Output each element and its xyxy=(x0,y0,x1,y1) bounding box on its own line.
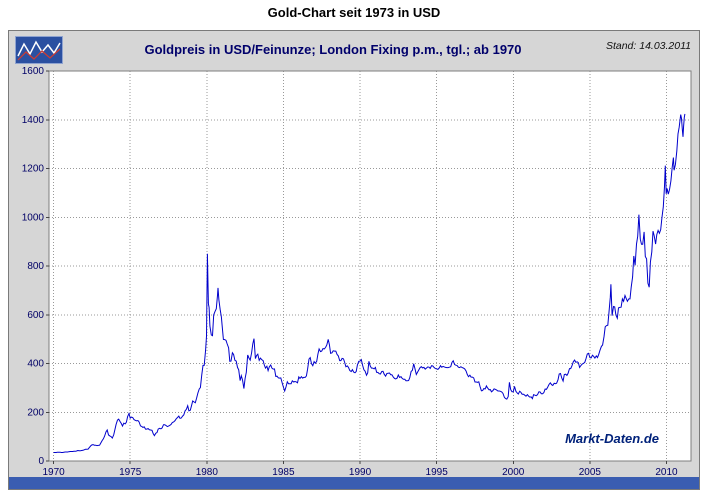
x-tick-label: 2000 xyxy=(502,467,525,478)
y-tick-label: 600 xyxy=(27,310,44,321)
x-tick-label: 1975 xyxy=(119,467,142,478)
y-tick-label: 1000 xyxy=(22,212,45,223)
y-tick-label: 800 xyxy=(27,261,44,272)
x-tick-label: 1970 xyxy=(42,467,65,478)
markt-daten-logo-icon xyxy=(15,36,63,64)
price-line xyxy=(53,113,686,453)
watermark: Markt-Daten.de xyxy=(565,431,659,446)
gold-price-chart: 0 200 400 600 800 1000 1200 1400 1600 1970 1975 198… xyxy=(22,66,692,478)
stand-date: Stand: 14.03.2011 xyxy=(605,40,691,52)
x-tick-label: 1990 xyxy=(349,467,372,478)
x-tick-label: 1985 xyxy=(272,467,295,478)
x-tick-label: 2010 xyxy=(655,467,678,478)
y-tick-label: 1600 xyxy=(22,66,45,77)
y-tick-label: 1200 xyxy=(22,164,45,175)
y-tick-label: 0 xyxy=(38,456,44,467)
x-tick-label: 2005 xyxy=(579,467,602,478)
x-tick-label: 1980 xyxy=(196,467,219,478)
bottom-bar xyxy=(9,477,699,489)
y-tick-label: 1400 xyxy=(22,115,45,126)
y-tick-label: 200 xyxy=(27,407,44,418)
y-tick-label: 400 xyxy=(27,359,44,370)
x-tick-label: 1995 xyxy=(426,467,449,478)
chart-panel: Goldpreis in USD/Feinunze; London Fixing… xyxy=(8,30,700,490)
chart-title: Goldpreis in USD/Feinunze; London Fixing… xyxy=(144,42,522,57)
page-title: Gold-Chart seit 1973 in USD xyxy=(267,5,441,20)
